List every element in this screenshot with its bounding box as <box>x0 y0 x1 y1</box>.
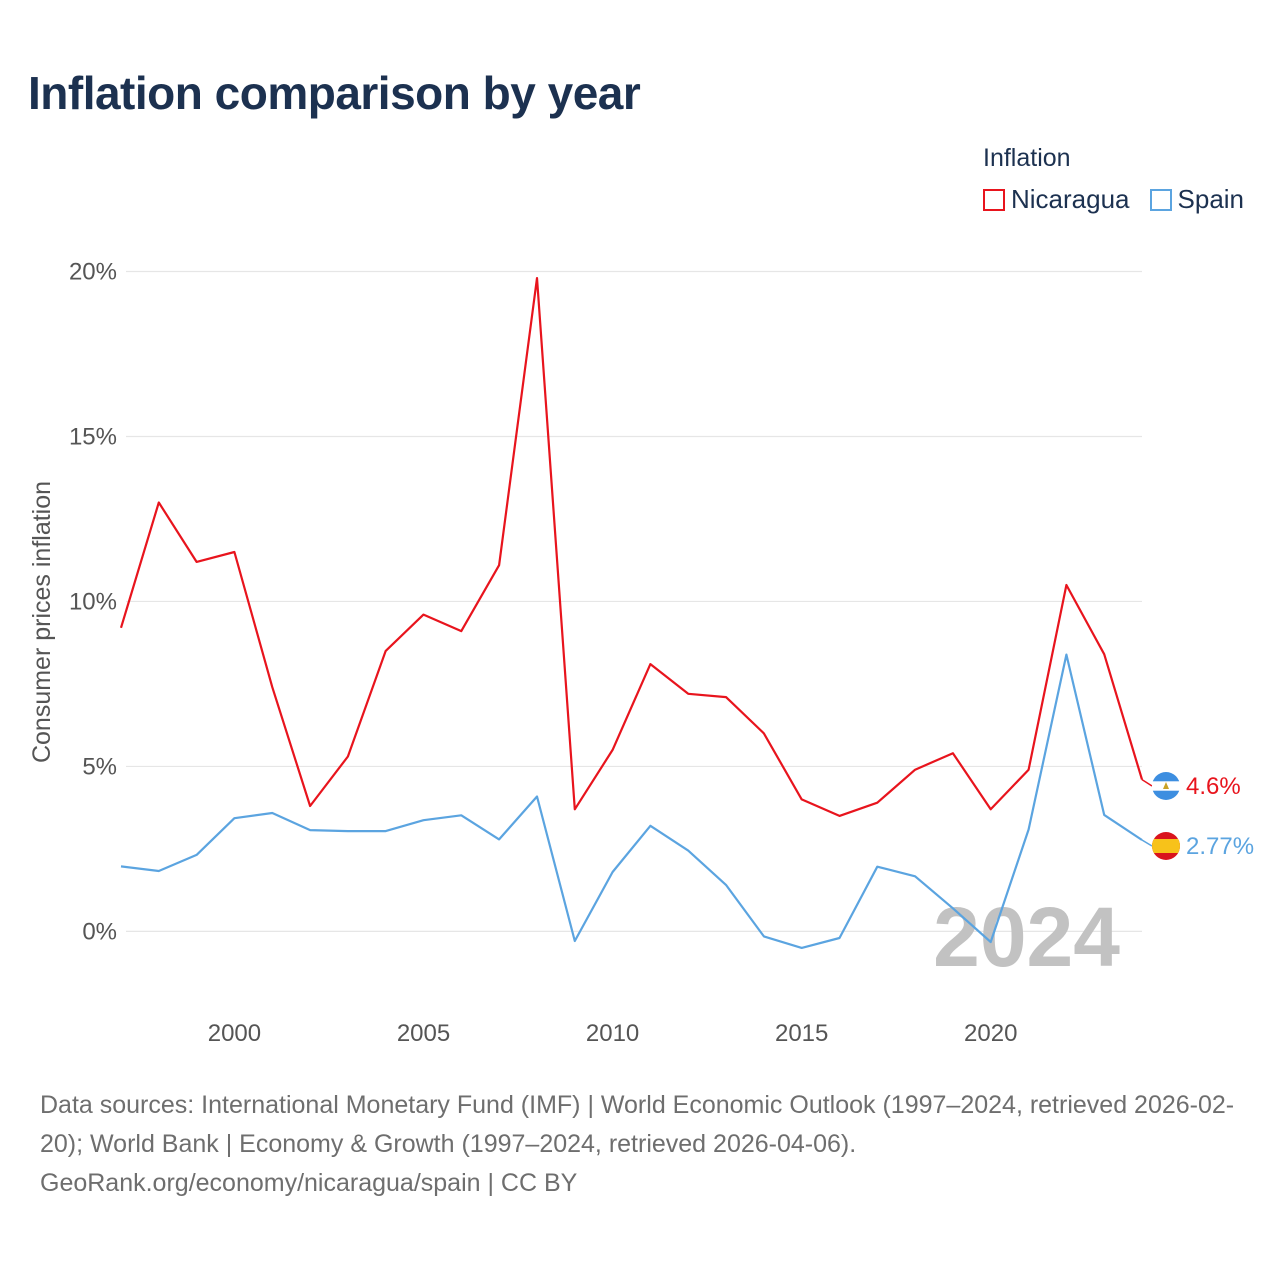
series-line-nicaragua[interactable] <box>119 277 1144 818</box>
legend-title: Inflation <box>983 144 1071 172</box>
end-connector-nicaragua <box>1141 778 1153 787</box>
chart-title: Inflation comparison by year <box>28 67 641 119</box>
x-tick-label: 2010 <box>586 1020 639 1047</box>
legend-item-spain[interactable]: Spain <box>1149 184 1245 215</box>
end-label-spain: 2.77% <box>1186 833 1254 860</box>
legend-swatch-nicaragua <box>983 188 1005 211</box>
x-tick-label: 2020 <box>964 1020 1017 1047</box>
legend: Nicaragua Spain <box>983 184 1244 215</box>
end-connector-spain <box>1141 839 1153 847</box>
y-tick-label: 0% <box>82 918 117 945</box>
legend-swatch-spain <box>1149 188 1172 211</box>
line-chart: 0% 5% 10% 15% 20% 2000 2005 2010 2015 2020 Consu… <box>28 258 1254 1047</box>
nicaragua-flag-icon <box>1152 772 1180 800</box>
y-axis-label: Consumer prices inflation <box>28 481 56 763</box>
x-axis-ticks: 2000 2005 2010 2015 2020 <box>208 1020 1018 1047</box>
x-tick-label: 2005 <box>397 1020 450 1047</box>
y-tick-label: 10% <box>69 588 117 615</box>
series-end-labels: 4.6% 2.77% <box>1186 773 1254 860</box>
x-tick-label: 2015 <box>775 1020 828 1047</box>
source-link[interactable]: GeoRank.org/economy/nicaragua/spain | CC… <box>40 1169 578 1197</box>
y-tick-label: 20% <box>69 258 117 285</box>
y-axis-ticks: 0% 5% 10% 15% 20% <box>69 258 117 945</box>
legend-item-nicaragua[interactable]: Nicaragua <box>983 184 1130 215</box>
legend-label-nicaragua: Nicaragua <box>1011 184 1130 214</box>
y-tick-label: 5% <box>82 753 117 780</box>
legend-label-spain: Spain <box>1177 184 1245 214</box>
x-tick-label: 2000 <box>208 1020 261 1047</box>
end-label-nicaragua: 4.6% <box>1186 773 1241 800</box>
grid-lines <box>126 270 1142 933</box>
y-tick-label: 15% <box>69 423 117 450</box>
spain-flag-icon <box>1152 832 1180 860</box>
data-sources: Data sources: International Monetary Fun… <box>40 1091 1235 1158</box>
year-watermark: 2024 <box>933 890 1120 984</box>
series-lines <box>119 277 1153 950</box>
footer: Data sources: International Monetary Fun… <box>40 1086 1250 1203</box>
series-line-spain[interactable] <box>120 653 1143 950</box>
